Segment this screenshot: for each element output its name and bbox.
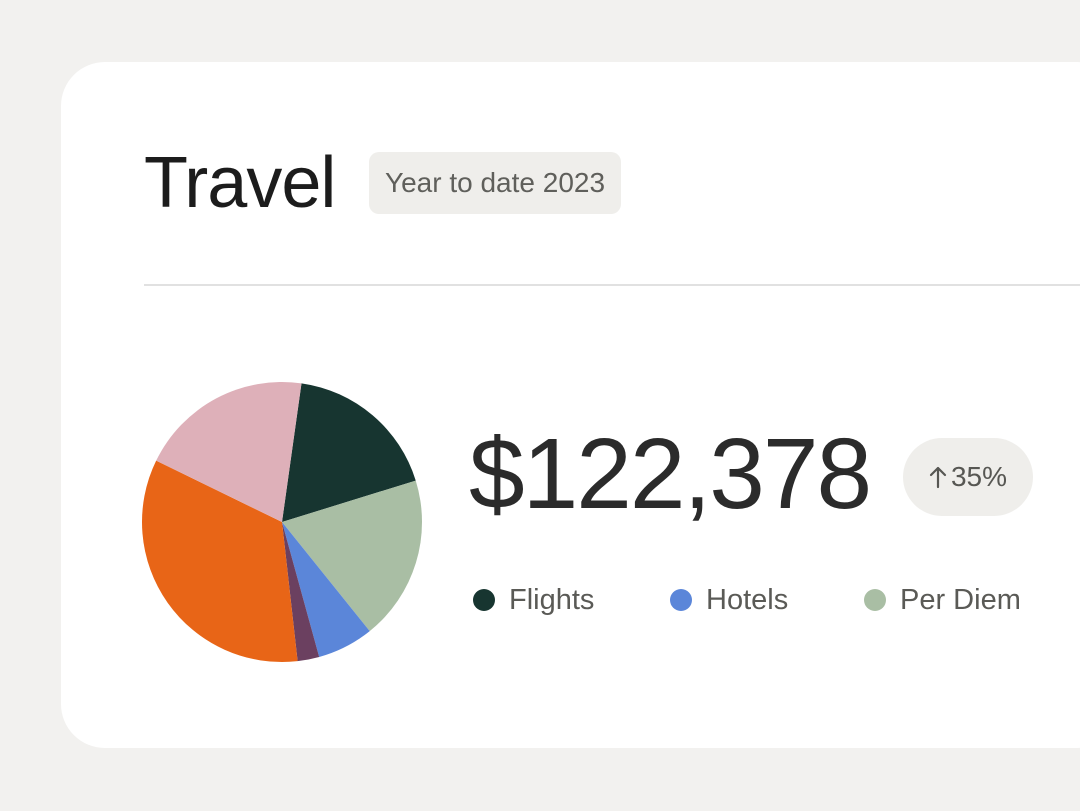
travel-card: Travel Year to date 2023 $122,378 35% Fl… (61, 62, 1080, 748)
legend-dot-hotels (670, 589, 692, 611)
divider (144, 284, 1080, 286)
legend-item-hotels: Hotels (670, 580, 788, 620)
change-badge: 35% (903, 438, 1033, 516)
period-badge[interactable]: Year to date 2023 (369, 152, 622, 214)
pie-slice-per-diem (282, 480, 423, 632)
card-title: Travel (144, 143, 336, 223)
pie-slice-segment-4 (282, 522, 320, 662)
arrow-up-icon (929, 466, 947, 489)
legend-label-hotels: Hotels (706, 583, 789, 616)
total-amount: $122,378 (469, 418, 872, 530)
legend-label-flights: Flights (509, 583, 595, 616)
legend-label-per-diem: Per Diem (900, 583, 1021, 616)
pie-chart (142, 381, 423, 663)
legend-dot-per-diem (864, 589, 886, 611)
pie-slice-flights (282, 383, 416, 522)
pie-slice-hotels (282, 522, 370, 657)
pie-slice-segment-6 (156, 381, 302, 522)
legend-dot-flights (473, 589, 495, 611)
legend-item-flights: Flights (473, 580, 594, 620)
change-label: 35% (950, 461, 1008, 492)
pie-slice-segment-5 (142, 460, 298, 663)
legend-item-per-diem: Per Diem (864, 580, 1021, 620)
